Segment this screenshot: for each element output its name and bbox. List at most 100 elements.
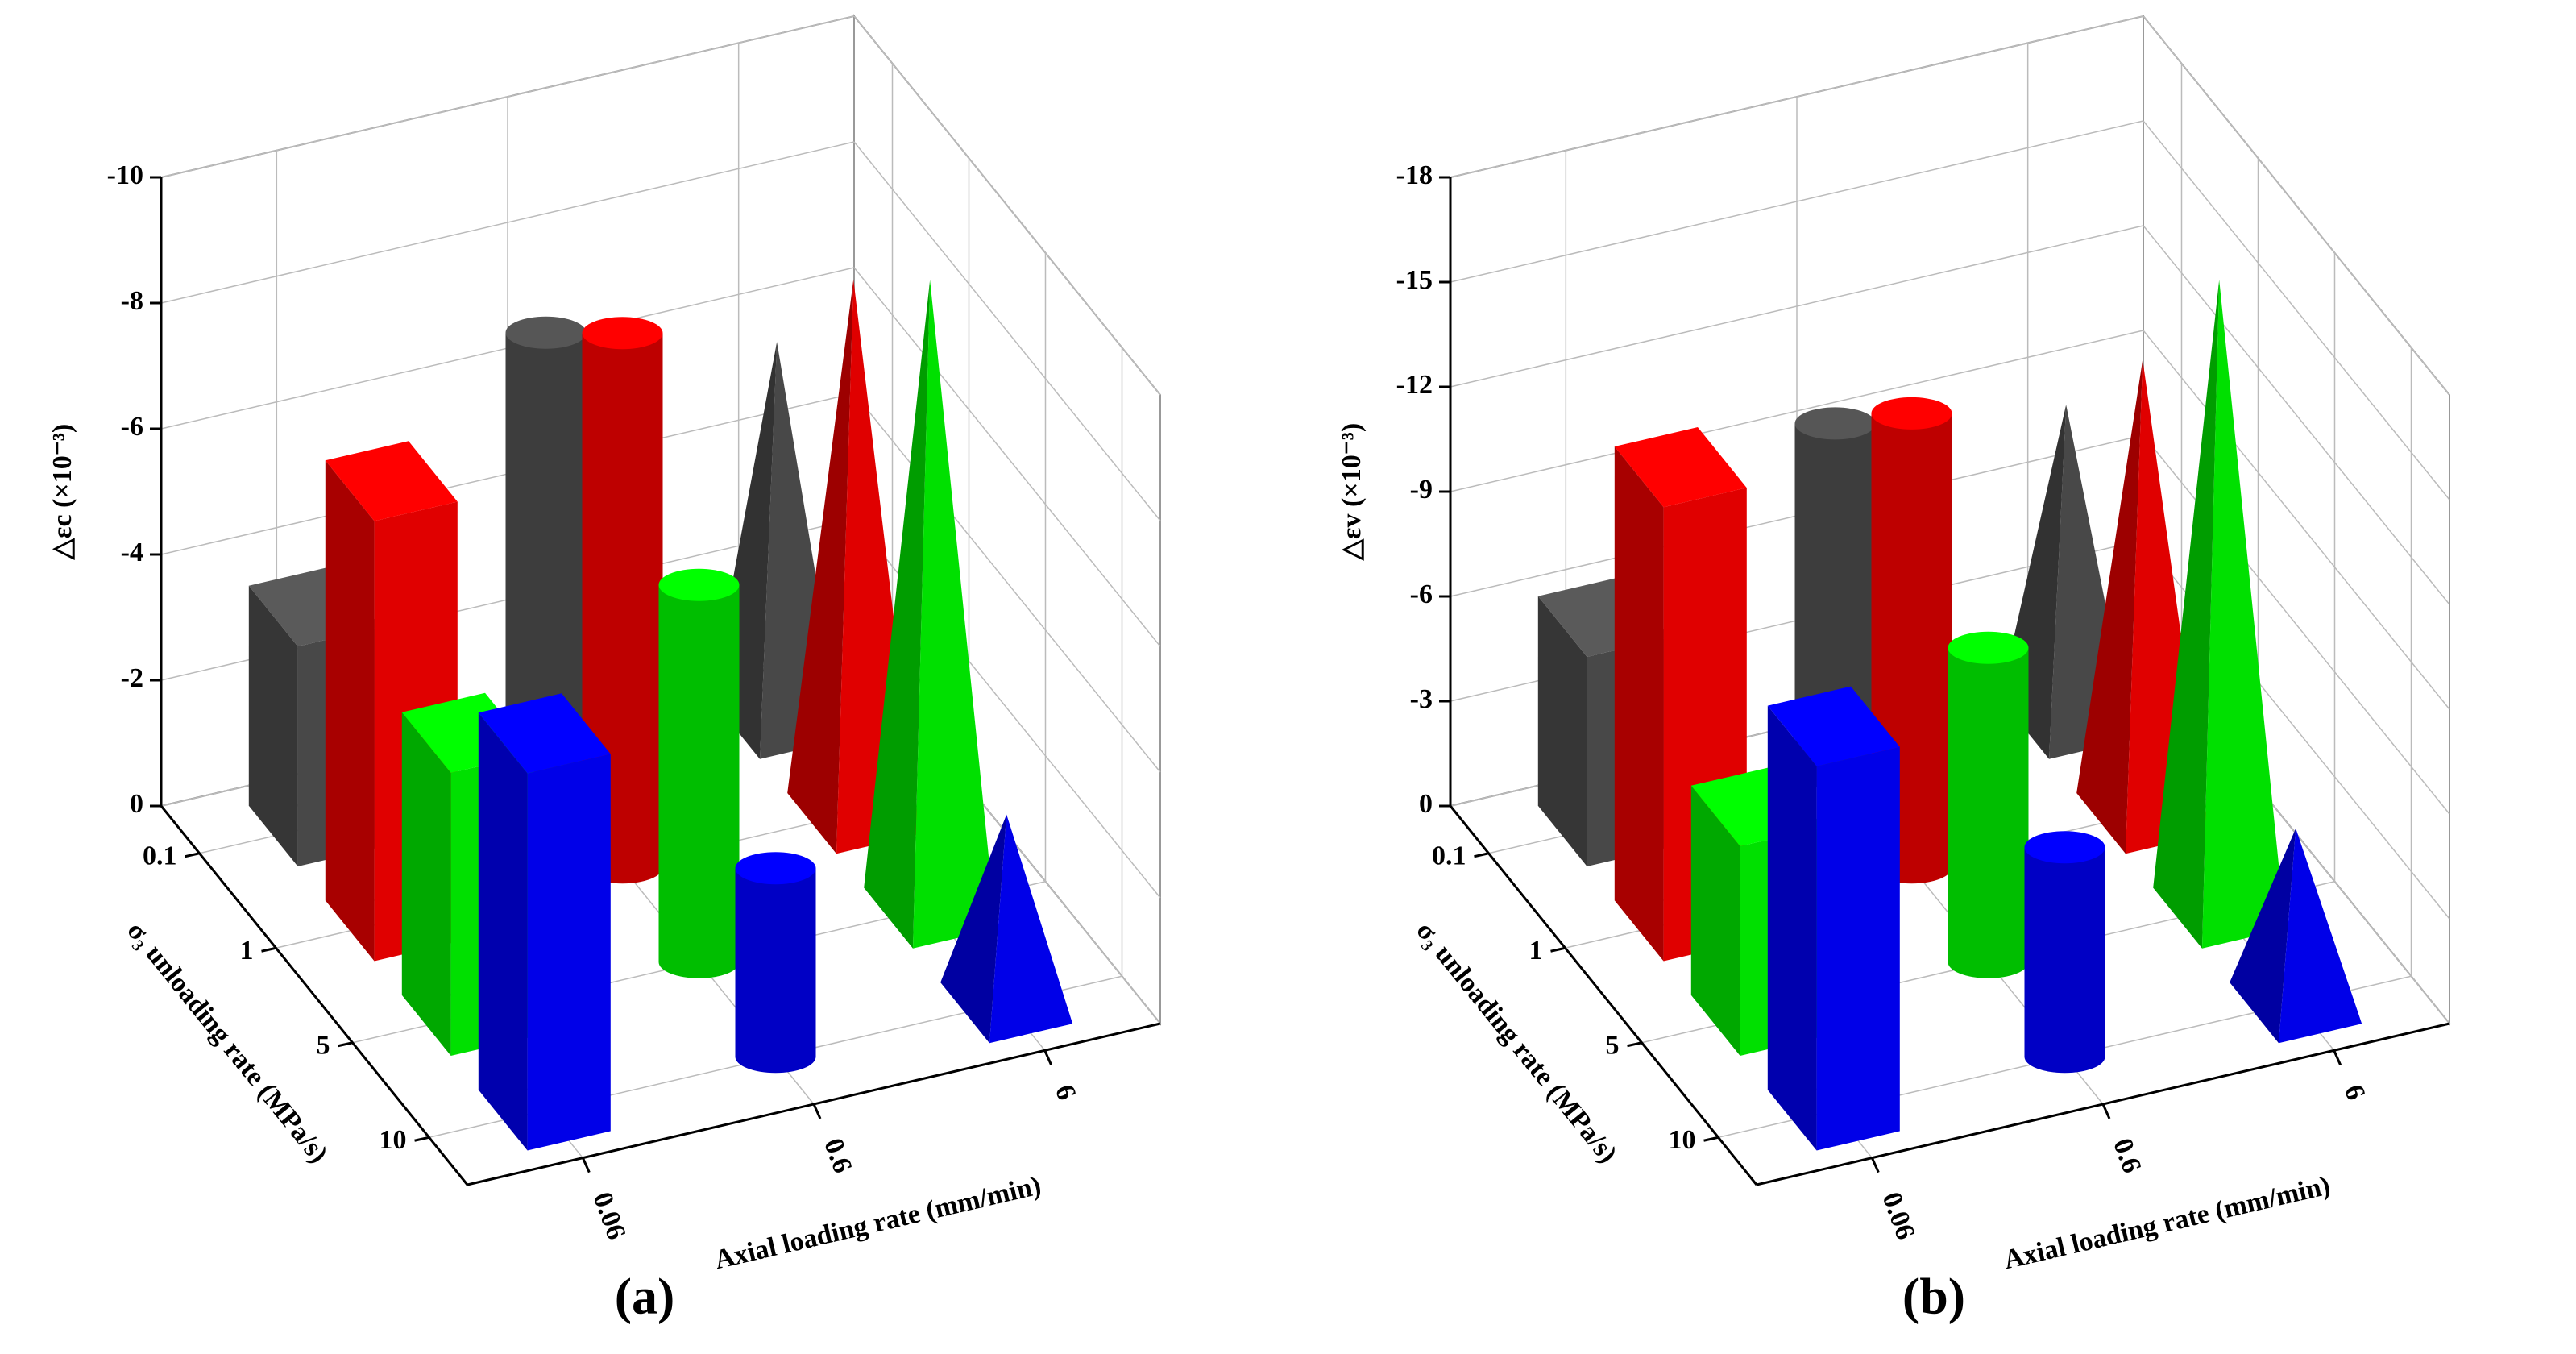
y-tick-label: 1 bbox=[1529, 936, 1543, 966]
bar-face bbox=[401, 712, 451, 1056]
z-grid-line bbox=[853, 15, 1161, 396]
z-tick-label: -3 bbox=[1410, 684, 1433, 714]
x-tick-label: 0.6 bbox=[2107, 1135, 2147, 1177]
chart-panel: 0.06 0.6 6 0.1 1 5 10 0 -3 -6 -9 -12 -15 -18 Axial loa… bbox=[1337, 14, 2451, 1325]
bar-face bbox=[2279, 828, 2362, 1044]
y-tick-label: 5 bbox=[317, 1031, 330, 1061]
z-grid-line bbox=[2143, 434, 2450, 815]
bar-top bbox=[735, 852, 816, 885]
x-axis-label: Axial loading rate (mm/min) bbox=[711, 1170, 1043, 1275]
x-tick-label: 0.06 bbox=[587, 1188, 631, 1244]
bar-cylinder bbox=[1948, 631, 2029, 978]
bar-face bbox=[864, 280, 931, 949]
x-tick-label: 6 bbox=[1049, 1081, 1082, 1104]
z-grid-line bbox=[853, 267, 1161, 647]
axis-line bbox=[1756, 1022, 2450, 1186]
z-grid-line bbox=[853, 141, 1161, 521]
bar-face bbox=[913, 280, 997, 949]
z-tick-label: -4 bbox=[121, 538, 143, 567]
axis-line bbox=[160, 805, 469, 1186]
z-axis-label: △εv (×10⁻³) bbox=[1337, 423, 1367, 561]
bar-face bbox=[940, 814, 1007, 1044]
bar-top bbox=[1871, 397, 1952, 430]
bar-cone bbox=[940, 814, 1073, 1044]
bar-face bbox=[1537, 596, 1587, 866]
bar-cylinder bbox=[735, 852, 816, 1074]
bar-face bbox=[989, 814, 1073, 1044]
bar-face bbox=[248, 585, 298, 866]
x-tick bbox=[1043, 1049, 1053, 1065]
bar-cone bbox=[864, 280, 997, 949]
z-grid-line bbox=[1450, 225, 2144, 388]
z-grid-line bbox=[853, 392, 1161, 773]
bar-top bbox=[1794, 407, 1876, 440]
bar-face bbox=[527, 754, 611, 1151]
x-tick-label: 6 bbox=[2338, 1081, 2371, 1104]
bar-face bbox=[2153, 280, 2220, 949]
z-tick-label: -6 bbox=[1410, 579, 1433, 609]
y-tick bbox=[1703, 1136, 1719, 1142]
axis-line bbox=[467, 1022, 1161, 1186]
z-tick-label: -2 bbox=[121, 663, 143, 693]
y-tick bbox=[414, 1136, 429, 1142]
bar-face bbox=[1614, 446, 1664, 962]
bar-body bbox=[735, 868, 816, 1074]
y-tick bbox=[261, 946, 276, 953]
z-tick-label: -18 bbox=[1396, 160, 1433, 190]
bar-face bbox=[1690, 785, 1740, 1056]
z-tick-label: -10 bbox=[107, 160, 143, 190]
bar-face bbox=[2202, 280, 2286, 949]
bar-face bbox=[325, 460, 375, 962]
bar-box bbox=[1767, 686, 1900, 1151]
x-axis-label: Axial loading rate (mm/min) bbox=[2001, 1170, 2333, 1275]
z-tick-label: -6 bbox=[121, 412, 143, 442]
z-grid-line bbox=[160, 141, 855, 304]
y-tick-label: 10 bbox=[1669, 1125, 1696, 1155]
y-tick bbox=[1550, 946, 1566, 953]
z-tick-label: -15 bbox=[1396, 265, 1433, 295]
bar-face bbox=[1767, 705, 1817, 1151]
z-tick-label: 0 bbox=[130, 789, 143, 819]
y-tick-label: 5 bbox=[1606, 1031, 1620, 1061]
bar-cylinder bbox=[658, 568, 740, 978]
bar-top bbox=[478, 693, 611, 774]
bar-face bbox=[2076, 359, 2143, 854]
z-grid-line bbox=[1450, 330, 2144, 492]
bar-top bbox=[1948, 631, 2029, 664]
bar-top bbox=[1767, 686, 1900, 766]
z-grid-line bbox=[160, 15, 855, 178]
y-tick-label: 0.1 bbox=[1432, 841, 1466, 871]
y-tick-label: 1 bbox=[240, 936, 254, 966]
x-tick-label: 0.6 bbox=[818, 1135, 857, 1177]
x-tick bbox=[812, 1103, 822, 1119]
bar-top bbox=[325, 441, 458, 521]
bar-face bbox=[1816, 746, 1900, 1151]
axis-line bbox=[1449, 805, 1758, 1186]
y-tick-label: 0.1 bbox=[143, 841, 177, 871]
bar-cone bbox=[2153, 280, 2286, 949]
bar-cone bbox=[2230, 828, 2362, 1044]
bar-box bbox=[478, 693, 611, 1151]
z-tick-label: 0 bbox=[1419, 789, 1433, 819]
bar-face bbox=[478, 712, 528, 1151]
z-tick-label: -8 bbox=[121, 286, 143, 316]
x-tick bbox=[1870, 1157, 1880, 1173]
bar-body bbox=[505, 332, 587, 789]
bar-body bbox=[2024, 847, 2105, 1074]
x-tick bbox=[2101, 1103, 2111, 1119]
z-grid-line bbox=[1450, 15, 2144, 178]
y-tick bbox=[338, 1041, 353, 1048]
bar-body bbox=[1948, 647, 2029, 978]
x-tick bbox=[2333, 1049, 2342, 1065]
chart-panel: 0.06 0.6 6 0.1 1 5 10 0 -2 -4 -6 -8 -10 Axial loading… bbox=[48, 14, 1162, 1325]
z-axis-label: △εc (×10⁻³) bbox=[48, 424, 77, 560]
y-tick bbox=[1474, 852, 1489, 858]
z-tick-label: -12 bbox=[1396, 370, 1433, 400]
bar-top bbox=[658, 568, 740, 601]
bar-cylinder bbox=[2024, 831, 2105, 1074]
z-tick-label: -9 bbox=[1410, 475, 1433, 505]
z-grid-line bbox=[2143, 330, 2450, 710]
bar-face bbox=[2230, 828, 2296, 1044]
